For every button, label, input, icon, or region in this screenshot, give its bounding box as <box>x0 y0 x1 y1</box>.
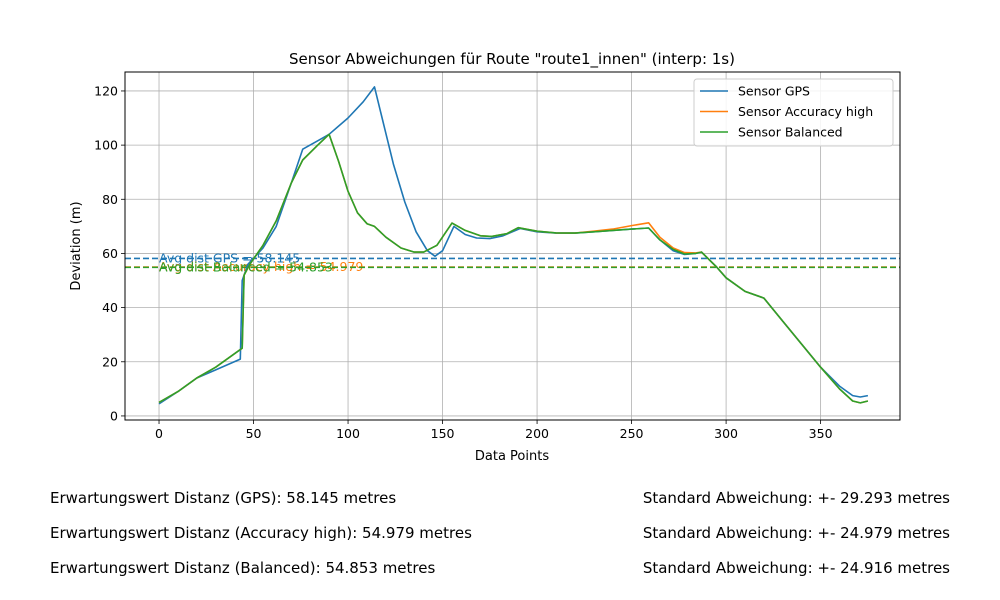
legend-label-1: Sensor Accuracy high <box>738 104 873 119</box>
y-tick-label: 20 <box>102 354 118 369</box>
axis-ticks: 0 50 100 150 200 250 300 350 0 20 40 60 80 100 120 <box>94 83 832 441</box>
stat-std-accuracy-high: Standard Abweichung: +- 24.979 metres <box>642 524 950 542</box>
y-tick-label: 80 <box>102 192 118 207</box>
x-tick-label: 100 <box>336 426 360 441</box>
stat-std-gps: Standard Abweichung: +- 29.293 metres <box>642 489 950 507</box>
stat-std-balanced: Standard Abweichung: +- 24.916 metres <box>642 559 950 577</box>
x-tick-label: 150 <box>431 426 455 441</box>
x-tick-label: 250 <box>620 426 644 441</box>
legend-label-0: Sensor GPS <box>738 84 810 99</box>
y-tick-label: 60 <box>102 246 118 261</box>
legend-label-2: Sensor Balanced <box>738 125 843 140</box>
y-tick-label: 100 <box>94 138 118 153</box>
y-tick-label: 120 <box>94 83 118 98</box>
stat-mean-accuracy-high: Erwartungswert Distanz (Accuracy high): … <box>50 524 472 542</box>
legend: Sensor GPS Sensor Accuracy high Sensor Bal… <box>693 78 894 147</box>
y-tick-label: 0 <box>110 408 118 423</box>
avg-label-1: Avg dist Accuracy high = 54.979 <box>159 259 363 274</box>
avg-label-2: Avg dist Balanced = 54.853 <box>159 259 333 274</box>
stat-mean-balanced: Erwartungswert Distanz (Balanced): 54.85… <box>50 559 436 577</box>
legend-box <box>693 78 894 147</box>
x-tick-label: 350 <box>809 426 833 441</box>
y-tick-label: 40 <box>102 300 118 315</box>
x-tick-label: 200 <box>525 426 549 441</box>
deviation-line-chart: Sensor Abweichungen für Route "route1_in… <box>69 50 901 464</box>
series-lines <box>158 86 869 405</box>
avg-label-0: Avg dist GPS = 58.145 <box>159 250 300 265</box>
chart-title: Sensor Abweichungen für Route "route1_in… <box>289 50 735 69</box>
y-axis-label: Deviation (m) <box>69 201 84 290</box>
x-tick-label: 300 <box>714 426 738 441</box>
stat-mean-gps: Erwartungswert Distanz (GPS): 58.145 met… <box>50 489 397 507</box>
x-tick-label: 0 <box>155 426 163 441</box>
series-line-2 <box>158 133 869 404</box>
x-tick-label: 50 <box>246 426 262 441</box>
x-axis-label: Data Points <box>475 449 549 464</box>
plot-frame <box>124 71 901 421</box>
